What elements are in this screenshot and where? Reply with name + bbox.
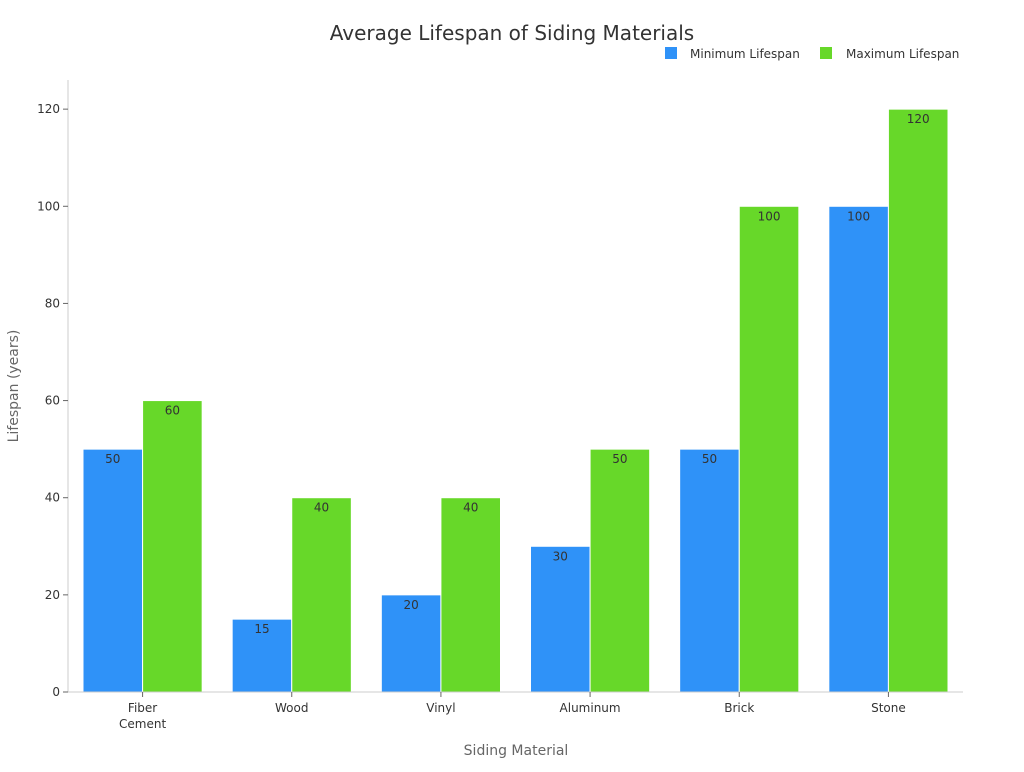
bar-maximum-wood: [291, 497, 352, 693]
bar-maximum-fiber-cement: [142, 400, 203, 693]
y-tick-label: 20: [45, 588, 60, 602]
y-tick-label: 60: [45, 394, 60, 408]
x-tick-label: Wood: [275, 701, 308, 715]
data-label: 40: [463, 501, 478, 515]
chart-title: Average Lifespan of Siding Materials: [330, 21, 694, 45]
legend-swatch-maximum: [820, 47, 832, 59]
bar-minimum-fiber-cement: [82, 448, 144, 693]
x-axis: Fiber Cement Wood Vinyl Aluminum Brick Stone: [68, 691, 963, 731]
y-axis: 0 20 40 60 80 100 120: [37, 80, 69, 699]
data-label: 50: [105, 452, 120, 466]
bar-minimum-aluminum: [530, 545, 591, 693]
y-tick-label: 0: [52, 685, 60, 699]
x-tick-label: Brick: [724, 701, 754, 715]
x-tick-label: Aluminum: [560, 701, 621, 715]
y-tick-label: 120: [37, 102, 60, 116]
y-axis-title: Lifespan (years): [6, 330, 22, 443]
x-tick-label: Vinyl: [426, 701, 455, 715]
bar-maximum-brick: [738, 205, 800, 693]
data-label: 20: [403, 598, 418, 612]
legend: Minimum Lifespan Maximum Lifespan: [665, 47, 959, 61]
legend-label-maximum: Maximum Lifespan: [846, 47, 959, 61]
x-axis-title: Siding Material: [464, 743, 569, 759]
data-label: 30: [553, 549, 568, 563]
bar-minimum-vinyl: [380, 594, 442, 693]
data-label: 50: [612, 452, 627, 466]
bar-maximum-aluminum: [589, 448, 651, 693]
bar-minimum-brick: [679, 448, 740, 693]
data-label: 120: [907, 112, 930, 126]
data-label: 50: [702, 452, 717, 466]
bar-maximum-vinyl: [440, 497, 501, 693]
legend-label-minimum: Minimum Lifespan: [690, 47, 800, 61]
bar-minimum-wood: [231, 618, 293, 693]
y-tick-label: 80: [45, 296, 60, 310]
data-label: 100: [758, 209, 781, 223]
data-label: 60: [165, 404, 180, 418]
y-tick-label: 40: [45, 491, 60, 505]
x-tick-label: Stone: [871, 701, 906, 715]
data-label: 100: [847, 209, 870, 223]
y-tick-label: 100: [37, 199, 60, 213]
data-label: 15: [254, 622, 269, 636]
data-label: 40: [314, 501, 329, 515]
bar-maximum-stone: [887, 108, 949, 693]
legend-swatch-minimum: [665, 47, 677, 59]
bars-group: 50 60 15 40 20 40 30 50 50 100 100 120: [82, 108, 949, 693]
x-tick-label: Fiber Cement: [119, 701, 166, 731]
bar-minimum-stone: [828, 205, 889, 693]
